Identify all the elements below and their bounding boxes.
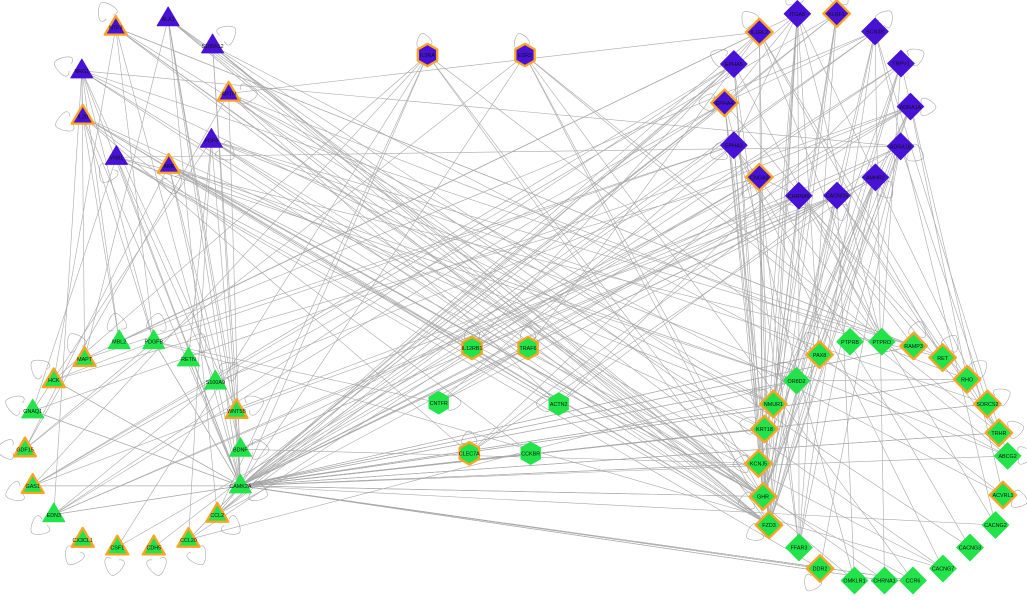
- svg-text:S100A9: S100A9: [206, 380, 225, 386]
- svg-text:FZD3: FZD3: [762, 523, 775, 529]
- svg-text:CAMK2A: CAMK2A: [229, 484, 252, 490]
- svg-text:GHR: GHR: [757, 495, 769, 501]
- svg-text:NRG1: NRG1: [74, 69, 89, 75]
- svg-text:EPHA3: EPHA3: [725, 143, 743, 149]
- svg-text:CHRNA1: CHRNA1: [873, 579, 895, 585]
- svg-text:PDGFB: PDGFB: [145, 340, 164, 346]
- svg-text:CCR6: CCR6: [906, 579, 921, 585]
- svg-text:CDH5: CDH5: [146, 546, 161, 552]
- svg-text:ADRA1B: ADRA1B: [890, 145, 912, 151]
- svg-text:CNGA3: CNGA3: [750, 175, 769, 181]
- svg-text:SORCS2: SORCS2: [976, 402, 998, 408]
- svg-text:CHRNA5: CHRNA5: [788, 194, 810, 200]
- svg-text:CSF1: CSF1: [110, 546, 124, 552]
- svg-text:SCN3B: SCN3B: [866, 30, 884, 36]
- svg-text:CACNG7: CACNG7: [932, 567, 954, 573]
- svg-text:CLEC7A: CLEC7A: [459, 452, 480, 458]
- svg-text:GAS1: GAS1: [26, 484, 40, 490]
- svg-text:CACNG3: CACNG3: [959, 546, 981, 552]
- svg-text:ABCG2: ABCG2: [998, 454, 1016, 460]
- svg-text:GDF15: GDF15: [16, 447, 33, 453]
- svg-text:ADRA1A: ADRA1A: [900, 105, 922, 111]
- svg-text:BDNF: BDNF: [233, 447, 248, 453]
- svg-text:PAX8: PAX8: [813, 353, 826, 359]
- svg-text:S100A12: S100A12: [201, 44, 223, 50]
- svg-text:CCKBR: CCKBR: [521, 452, 540, 458]
- svg-text:OMKLR1: OMKLR1: [843, 579, 865, 585]
- svg-text:IL1RL2: IL1RL2: [751, 30, 768, 36]
- svg-text:KCNJ5: KCNJ5: [750, 462, 767, 468]
- svg-text:ARK: ARK: [163, 164, 174, 170]
- svg-text:EPHA4: EPHA4: [716, 101, 734, 107]
- svg-text:RET: RET: [937, 356, 948, 362]
- svg-text:KRT18: KRT18: [756, 427, 773, 433]
- svg-text:OR8D2: OR8D2: [788, 379, 806, 385]
- svg-text:IL12RB1: IL12RB1: [462, 346, 483, 352]
- svg-text:CCL2: CCL2: [210, 513, 224, 519]
- svg-text:NMUR1: NMUR1: [764, 402, 783, 408]
- svg-text:HCK: HCK: [48, 378, 60, 384]
- svg-text:AMHR2: AMHR2: [866, 176, 885, 182]
- svg-text:WNT5B: WNT5B: [227, 409, 246, 415]
- svg-text:GNAQ1: GNAQ1: [23, 409, 42, 415]
- svg-text:KLRF1: KLRF1: [828, 12, 845, 18]
- svg-text:ARTN: ARTN: [221, 92, 236, 98]
- svg-text:TRPV1: TRPV1: [892, 62, 909, 68]
- svg-text:CCL20: CCL20: [180, 538, 197, 544]
- svg-text:VN81: VN81: [110, 155, 124, 161]
- svg-text:TRAF6: TRAF6: [519, 346, 536, 352]
- svg-text:NTF3: NTF3: [109, 26, 122, 32]
- svg-text:FFAR3: FFAR3: [791, 546, 808, 552]
- svg-text:RETN: RETN: [181, 357, 196, 363]
- svg-text:RAMP3: RAMP3: [904, 344, 923, 350]
- svg-text:CNTFR: CNTFR: [430, 401, 448, 407]
- svg-text:RHO: RHO: [961, 378, 973, 384]
- svg-text:EPHA5: EPHA5: [725, 62, 743, 68]
- svg-text:IL20: IL20: [77, 115, 88, 121]
- svg-text:ALA1: ALA1: [162, 17, 175, 23]
- svg-text:ITGA8: ITGA8: [790, 12, 806, 18]
- svg-text:PTPRO: PTPRO: [873, 340, 892, 346]
- svg-text:CACNG2: CACNG2: [984, 523, 1006, 529]
- svg-text:ACVRL1: ACVRL1: [993, 493, 1014, 499]
- svg-text:MBL2: MBL2: [112, 340, 126, 346]
- svg-text:TRHR: TRHR: [991, 431, 1006, 437]
- svg-text:DDR2: DDR2: [813, 567, 828, 573]
- svg-text:EDN3: EDN3: [47, 513, 61, 519]
- svg-text:FGF6: FGF6: [205, 138, 219, 144]
- svg-text:CACNG5: CACNG5: [826, 194, 848, 200]
- svg-text:MAPT: MAPT: [77, 357, 93, 363]
- svg-text:CX3CL1: CX3CL1: [73, 538, 93, 544]
- svg-text:IL5RA: IL5RA: [420, 53, 435, 59]
- svg-text:PTPRB: PTPRB: [841, 340, 859, 346]
- svg-text:ESR2: ESR2: [518, 53, 532, 59]
- svg-text:ACTN2: ACTN2: [550, 402, 568, 408]
